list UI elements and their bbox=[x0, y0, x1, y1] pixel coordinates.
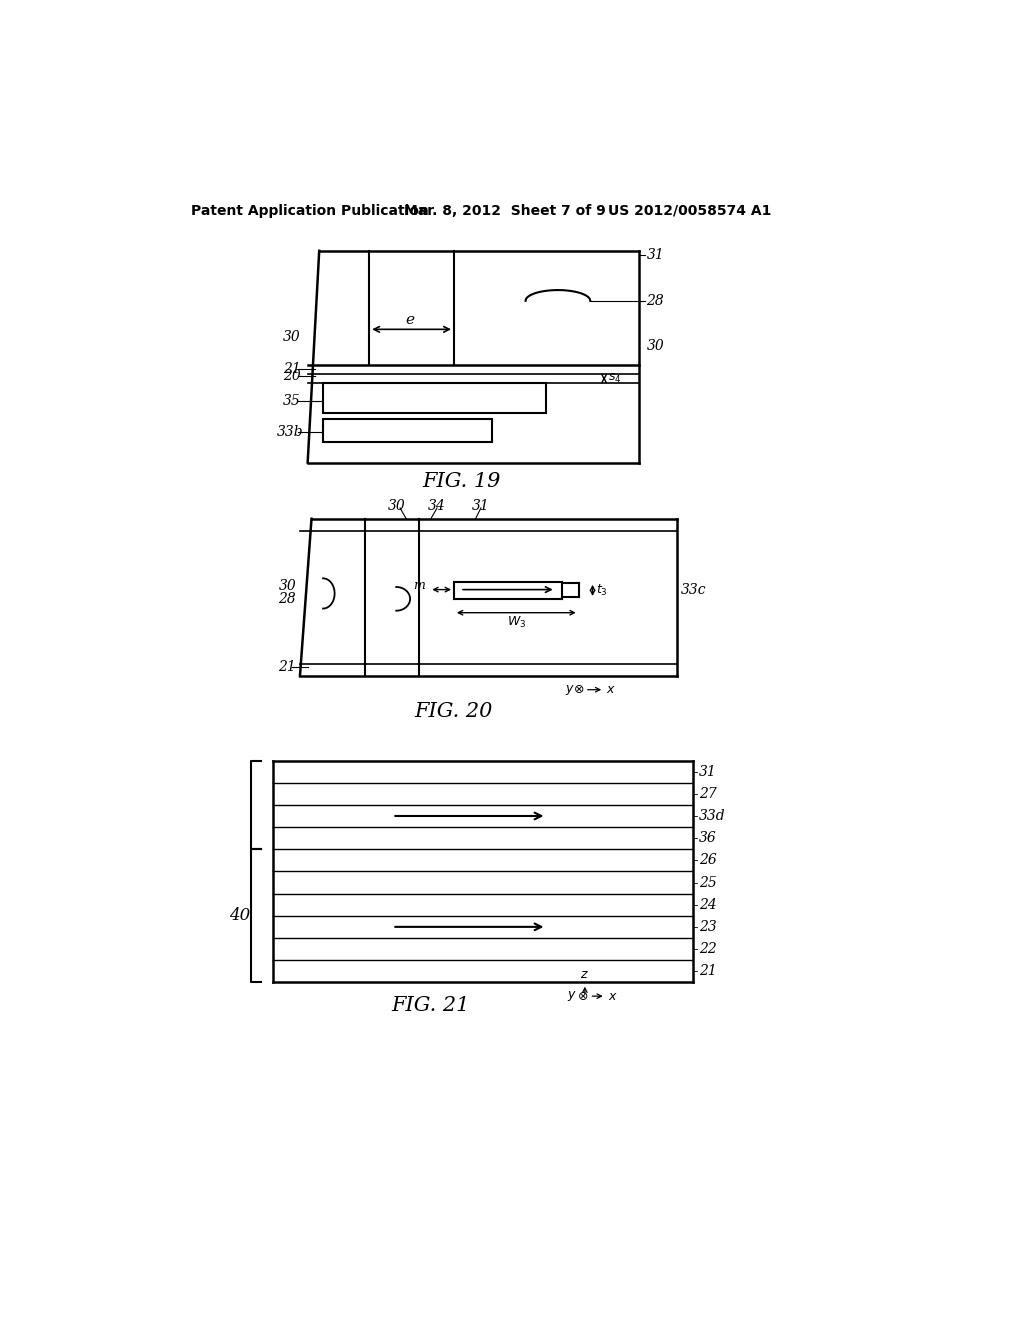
Text: $s_4$: $s_4$ bbox=[608, 372, 622, 385]
Text: 21: 21 bbox=[698, 964, 717, 978]
Text: m: m bbox=[414, 579, 425, 593]
Text: 28: 28 bbox=[646, 294, 665, 308]
Text: 25: 25 bbox=[698, 875, 717, 890]
Text: 20: 20 bbox=[283, 370, 301, 383]
Text: 26: 26 bbox=[698, 853, 717, 867]
Text: 33b: 33b bbox=[276, 425, 303, 438]
Text: 28: 28 bbox=[279, 591, 296, 606]
Text: Mar. 8, 2012  Sheet 7 of 9: Mar. 8, 2012 Sheet 7 of 9 bbox=[403, 203, 605, 218]
Text: e: e bbox=[406, 313, 415, 327]
Text: 23: 23 bbox=[698, 920, 717, 933]
Text: 34: 34 bbox=[428, 499, 445, 513]
Text: FIG. 19: FIG. 19 bbox=[423, 473, 501, 491]
Text: Patent Application Publication: Patent Application Publication bbox=[190, 203, 428, 218]
Text: 21: 21 bbox=[283, 362, 301, 376]
Text: FIG. 20: FIG. 20 bbox=[415, 702, 494, 721]
Text: 36: 36 bbox=[698, 832, 717, 845]
Text: 40: 40 bbox=[229, 907, 251, 924]
Text: 30: 30 bbox=[279, 578, 296, 593]
Text: ⊗: ⊗ bbox=[573, 684, 584, 696]
Text: $W_3$: $W_3$ bbox=[507, 615, 526, 630]
Text: 27: 27 bbox=[698, 787, 717, 801]
Text: 30: 30 bbox=[283, 330, 301, 345]
Bar bbox=[323, 383, 547, 412]
Text: 30: 30 bbox=[646, 339, 665, 354]
Text: 21: 21 bbox=[279, 660, 296, 673]
Text: 22: 22 bbox=[698, 942, 717, 956]
Text: 24: 24 bbox=[698, 898, 717, 912]
Text: $y$: $y$ bbox=[567, 989, 578, 1003]
Text: FIG. 21: FIG. 21 bbox=[391, 995, 470, 1015]
Text: 33d: 33d bbox=[698, 809, 725, 822]
Text: $z$: $z$ bbox=[581, 968, 589, 981]
Text: $x$: $x$ bbox=[608, 990, 617, 1003]
Text: $x$: $x$ bbox=[606, 684, 616, 696]
Bar bbox=[323, 418, 493, 442]
Text: $y$: $y$ bbox=[564, 682, 574, 697]
Text: 31: 31 bbox=[698, 764, 717, 779]
Text: 31: 31 bbox=[472, 499, 489, 513]
Text: 30: 30 bbox=[387, 499, 406, 513]
Text: US 2012/0058574 A1: US 2012/0058574 A1 bbox=[608, 203, 771, 218]
Text: ⊗: ⊗ bbox=[579, 990, 589, 1003]
Text: 35: 35 bbox=[283, 393, 301, 408]
Text: 33c: 33c bbox=[681, 583, 707, 598]
Text: $t_3$: $t_3$ bbox=[596, 583, 607, 598]
Text: 31: 31 bbox=[646, 248, 665, 261]
